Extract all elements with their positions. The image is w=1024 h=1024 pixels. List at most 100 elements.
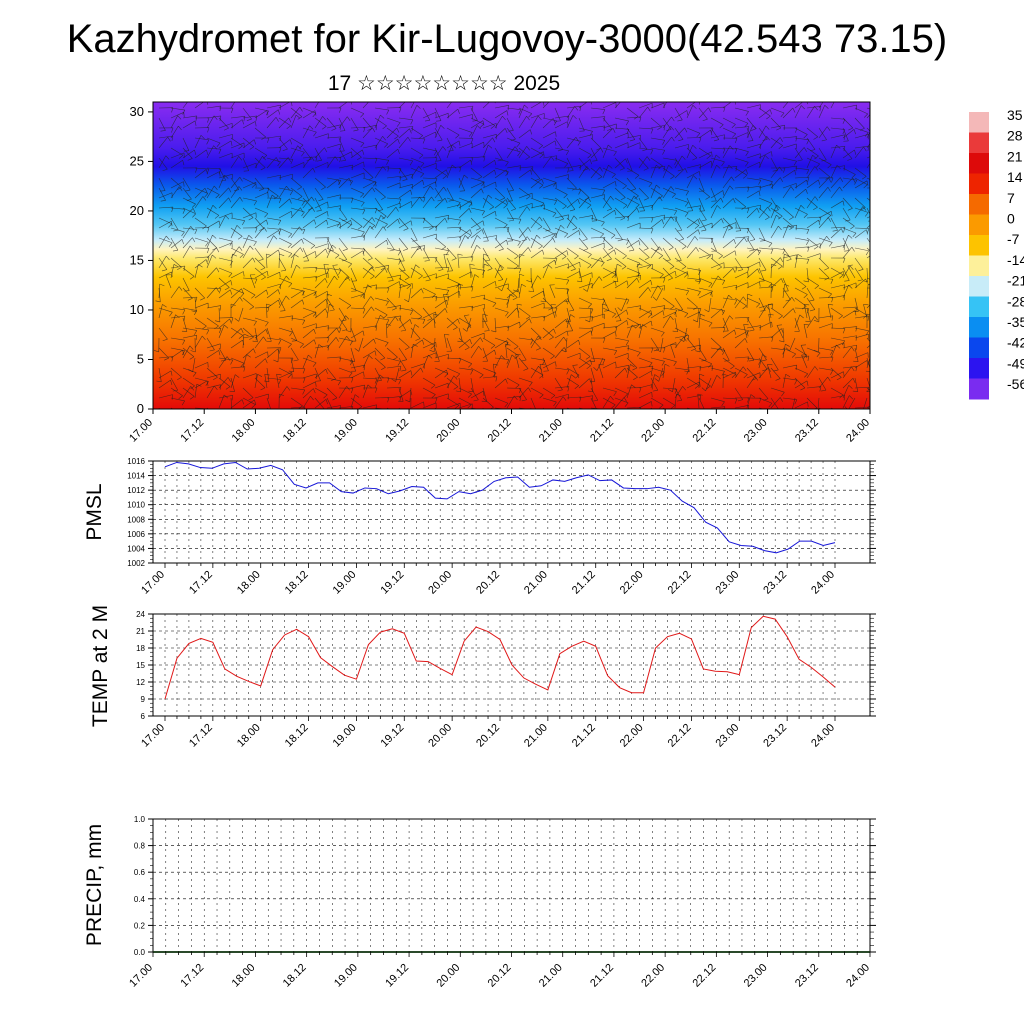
wind-barb xyxy=(422,196,435,209)
wind-barb xyxy=(518,116,530,129)
x-tick-label: 20.00 xyxy=(434,417,462,445)
wind-barb xyxy=(530,177,544,189)
wind-barb xyxy=(662,186,675,199)
wind-barb xyxy=(686,147,698,161)
wind-barb xyxy=(583,277,592,292)
wind-barb xyxy=(218,107,234,114)
wind-barb xyxy=(518,307,531,320)
wind-barb xyxy=(242,297,255,310)
x-tick-label: 17.00 xyxy=(139,722,167,750)
wind-barb xyxy=(782,157,797,166)
x-tick-label: 23.00 xyxy=(742,417,770,445)
wind-barb xyxy=(590,107,606,115)
x-tick-label: 21.00 xyxy=(522,569,550,597)
wind-barb xyxy=(554,247,567,260)
wind-barb xyxy=(818,177,834,183)
wind-barb xyxy=(422,307,433,321)
wind-barb xyxy=(746,281,761,289)
x-tick-label: 23.00 xyxy=(713,569,741,597)
wind-barb xyxy=(494,257,504,272)
wind-barb xyxy=(458,177,466,192)
wind-barb xyxy=(542,182,557,189)
wind-barb xyxy=(662,167,675,180)
wind-barb xyxy=(782,407,785,409)
wind-barb xyxy=(530,407,532,409)
wind-barb xyxy=(254,137,270,143)
wind-barb xyxy=(614,187,626,201)
wind-barb xyxy=(549,284,556,299)
wind-barb xyxy=(206,254,217,269)
wind-barb xyxy=(554,287,570,294)
wind-barb xyxy=(290,197,305,206)
wind-barb xyxy=(782,186,795,199)
wind-barb xyxy=(338,137,345,152)
x-tick-label: 17.00 xyxy=(127,962,155,990)
wind-barb xyxy=(242,121,257,129)
wind-barb xyxy=(410,105,421,119)
wind-barb xyxy=(266,135,282,142)
wind-barb xyxy=(470,217,481,231)
wind-barb xyxy=(530,151,545,159)
wind-barb xyxy=(614,177,627,190)
wind-barb xyxy=(518,129,533,139)
wind-barb xyxy=(638,197,645,212)
wind-barb xyxy=(530,275,542,289)
wind-barb xyxy=(494,157,509,167)
wind-barb xyxy=(182,227,198,235)
wind-barb xyxy=(734,266,750,272)
wind-barb xyxy=(374,136,386,149)
wind-barb xyxy=(326,297,335,312)
wind-barb xyxy=(692,307,700,323)
wind-barb xyxy=(590,167,603,179)
wind-barb xyxy=(674,127,688,139)
wind-barb xyxy=(806,297,816,312)
wind-barb xyxy=(626,142,641,149)
wind-barb xyxy=(254,219,269,229)
wind-barb xyxy=(590,276,603,289)
wind-barb xyxy=(638,279,653,289)
wind-barb xyxy=(686,127,701,138)
x-tick-label: 20.00 xyxy=(426,722,454,750)
wind-barb xyxy=(206,327,222,334)
wind-barb xyxy=(662,164,673,179)
wind-barb xyxy=(626,195,638,209)
x-tick-label: 22.00 xyxy=(639,962,667,990)
wind-barb xyxy=(542,259,557,269)
wind-barb xyxy=(602,196,614,209)
wind-barb xyxy=(422,147,437,156)
wind-barb xyxy=(626,177,637,191)
wind-barb xyxy=(662,237,674,251)
wind-barb xyxy=(842,197,853,211)
wind-barb xyxy=(482,281,497,289)
wind-barb xyxy=(830,177,844,189)
wind-barb xyxy=(626,116,642,122)
y-tick-label: 15 xyxy=(136,661,145,670)
wind-barb xyxy=(254,227,267,239)
wind-barb xyxy=(506,146,519,159)
wind-barb xyxy=(398,137,411,149)
wind-barb xyxy=(830,127,846,135)
wind-barb xyxy=(482,137,496,149)
wind-barb xyxy=(314,291,329,299)
wind-barb xyxy=(614,197,628,209)
wind-barb xyxy=(674,187,689,196)
wind-barb xyxy=(338,267,350,281)
wind-barb xyxy=(530,237,543,250)
wind-barb xyxy=(278,157,294,165)
wind-barb xyxy=(662,136,675,149)
y-tick-label: 9 xyxy=(141,695,146,704)
x-tick-label: 22.12 xyxy=(691,417,719,445)
wind-barb xyxy=(302,110,317,119)
wind-barb xyxy=(698,217,707,232)
wind-barb xyxy=(578,102,593,109)
wind-barb xyxy=(374,137,388,148)
wind-barb xyxy=(254,257,266,271)
wind-barb xyxy=(398,117,414,125)
wind-barb xyxy=(626,317,640,329)
wind-barb xyxy=(746,237,755,252)
wind-barb xyxy=(434,113,449,119)
wind-barb xyxy=(446,144,457,159)
wind-barb xyxy=(830,307,843,320)
wind-barb xyxy=(158,155,170,169)
y-tick-label: 1004 xyxy=(127,544,145,553)
